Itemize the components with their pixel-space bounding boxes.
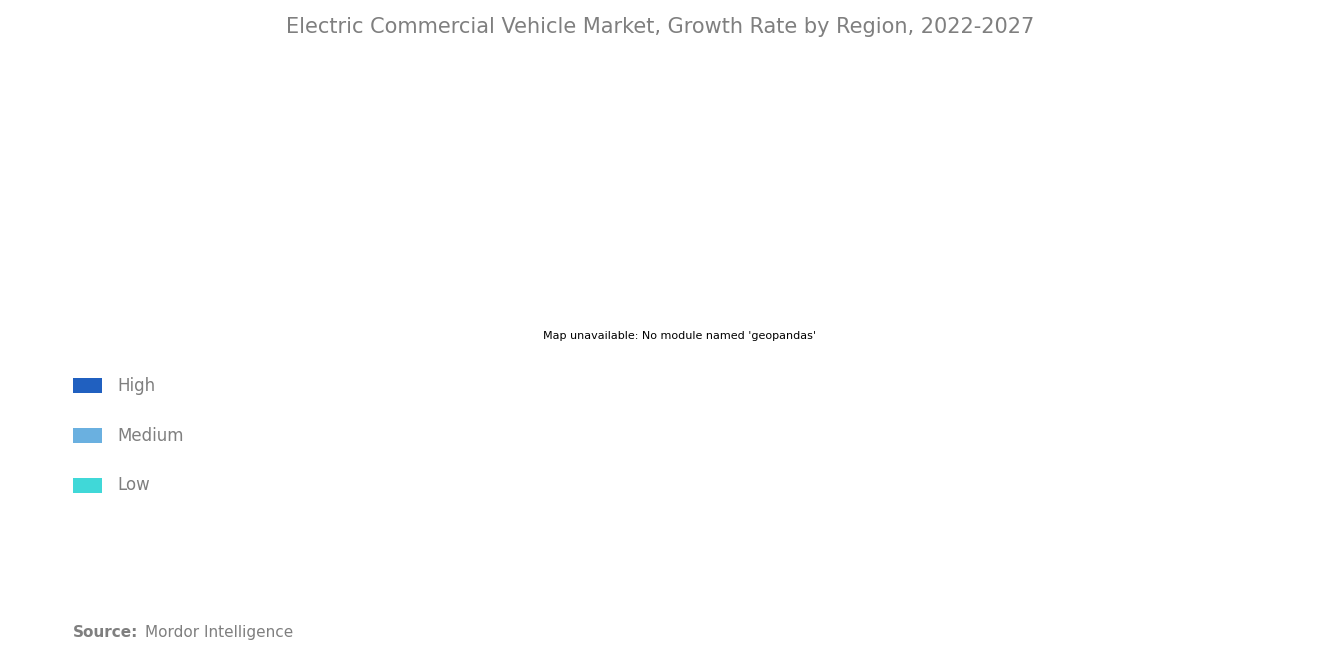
Text: Medium: Medium [117,426,183,445]
Text: Low: Low [117,476,150,495]
Text: Source:: Source: [73,624,139,640]
Text: High: High [117,376,156,395]
Text: Electric Commercial Vehicle Market, Growth Rate by Region, 2022-2027: Electric Commercial Vehicle Market, Grow… [286,17,1034,37]
Text: Mordor Intelligence: Mordor Intelligence [145,624,293,640]
Text: Map unavailable: No module named 'geopandas': Map unavailable: No module named 'geopan… [544,331,816,341]
